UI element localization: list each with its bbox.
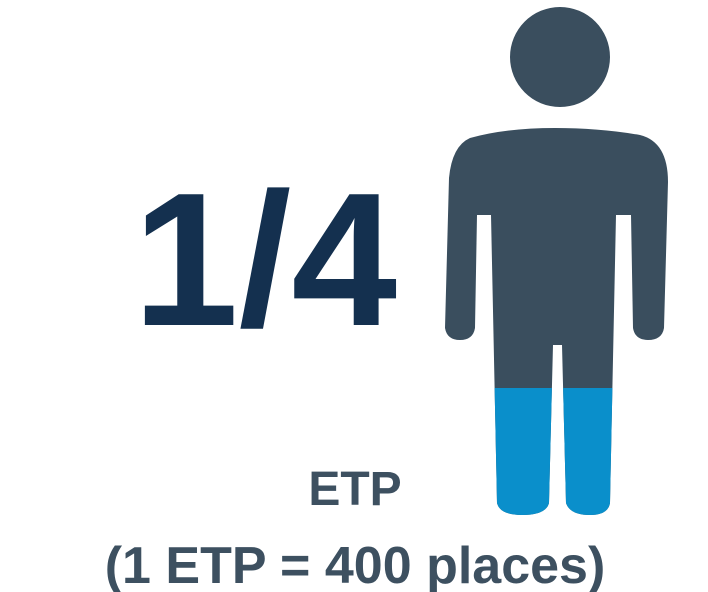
person-fill (445, 388, 668, 515)
note: (1 ETP = 400 places) (105, 537, 606, 592)
fraction: 1/4 (133, 154, 397, 366)
person-icon (445, 7, 668, 515)
person-silhouette (445, 7, 668, 515)
label: ETP (308, 463, 401, 516)
